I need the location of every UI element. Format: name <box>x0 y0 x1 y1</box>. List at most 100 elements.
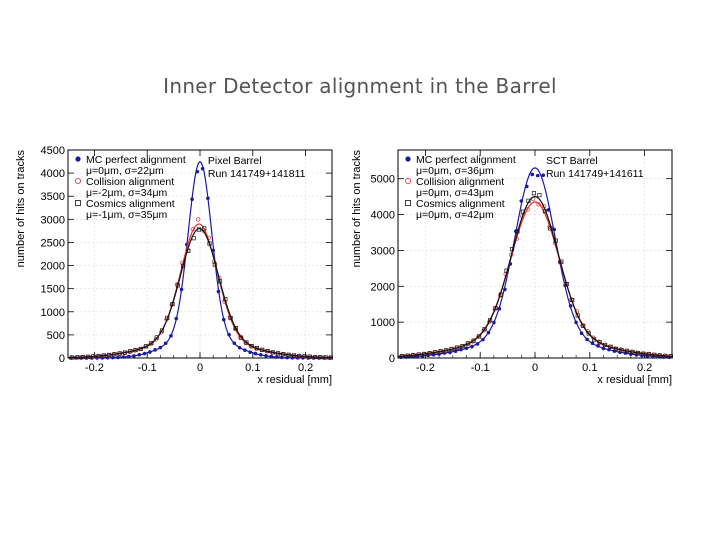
sct-barrel-plot: 0 1000 2000 3000 4000 5000 -0.2 -0.1 0 0.1 0.2x re… <box>352 149 673 386</box>
data-point-cosmics <box>504 268 509 273</box>
y-tick-label: 2000 <box>41 261 65 273</box>
data-point-mc <box>568 304 573 308</box>
data-point-cosmics <box>614 346 619 351</box>
data-point-mc <box>453 349 458 353</box>
data-point-mc <box>280 355 284 360</box>
data-point-mc <box>237 345 242 350</box>
data-point-mc <box>116 355 120 360</box>
data-point-mc <box>195 169 200 174</box>
data-point-cosmics <box>291 353 297 358</box>
data-point-cosmics <box>564 281 569 287</box>
data-point-mc <box>585 337 589 342</box>
data-point-cosmics <box>592 337 597 342</box>
x-tick-label: -0.2 <box>85 362 104 374</box>
data-point-cosmics <box>548 226 553 231</box>
data-point-cosmics <box>488 318 493 323</box>
data-point-cosmics <box>646 352 652 357</box>
data-point-cosmics <box>286 352 291 357</box>
legend-entry-detail: μ=0μm, σ=42μm <box>416 209 494 221</box>
data-point-cosmics <box>244 340 249 345</box>
x-tick-label: -0.2 <box>416 362 435 374</box>
legend-entry-detail: μ=0μm, σ=22μm <box>86 165 164 177</box>
x-axis-label: x residual [mm] <box>597 374 672 386</box>
legend-entry: Cosmics alignment <box>86 198 175 210</box>
y-tick-label: 3500 <box>41 191 65 203</box>
y-tick-label: 500 <box>47 330 65 342</box>
y-tick-label: 1000 <box>41 307 65 319</box>
data-point-mc <box>552 227 556 232</box>
data-point-mc <box>541 173 546 177</box>
y-tick-label: 4000 <box>371 210 395 222</box>
data-point-cosmics <box>86 354 91 359</box>
plot-info-text: Run 141749+141811 <box>208 168 306 180</box>
data-point-mc <box>486 330 491 335</box>
data-point-cosmics <box>477 334 482 339</box>
x-tick-label: 0.1 <box>582 362 597 374</box>
data-point-mc <box>519 199 524 203</box>
data-point-cosmics <box>186 248 191 253</box>
data-point-mc <box>546 208 551 212</box>
data-point-cosmics <box>149 340 154 346</box>
data-point-cosmics <box>559 259 564 264</box>
data-point-cosmics <box>297 353 302 358</box>
legend-entry-detail: μ=-2μm, σ=34μm <box>86 187 167 199</box>
data-point-cosmics <box>493 305 498 311</box>
data-point-cosmics <box>641 351 646 356</box>
data-point-collision <box>536 202 541 207</box>
data-point-mc <box>459 347 463 352</box>
data-point-cosmics <box>313 354 318 360</box>
data-point-cosmics <box>223 297 228 302</box>
data-point-mc <box>142 351 147 356</box>
data-point-mc <box>111 355 115 360</box>
data-point-mc <box>470 344 474 349</box>
data-point-cosmics <box>80 355 85 360</box>
data-point-mc <box>464 346 469 350</box>
data-point-mc <box>535 173 540 178</box>
data-point-cosmics <box>70 355 75 360</box>
data-point-cosmics <box>542 209 547 214</box>
data-point-cosmics <box>75 355 80 360</box>
data-point-cosmics <box>575 313 580 318</box>
x-tick-label: -0.1 <box>471 362 490 374</box>
data-point-collision <box>148 341 153 347</box>
data-point-cosmics <box>553 238 558 243</box>
data-point-cosmics <box>107 352 112 357</box>
data-point-cosmics <box>471 338 476 343</box>
legend-marker <box>75 156 81 162</box>
data-point-cosmics <box>260 347 265 352</box>
data-point-mc <box>574 320 578 325</box>
data-point-cosmics <box>449 346 454 351</box>
data-point-cosmics <box>117 351 122 356</box>
x-tick-label: 0.1 <box>245 362 260 374</box>
data-point-mc <box>264 353 268 358</box>
data-point-mc <box>158 345 163 350</box>
data-point-cosmics <box>96 353 101 359</box>
data-point-mc <box>530 172 535 177</box>
legend-marker <box>75 178 82 185</box>
data-point-cosmics <box>181 263 186 268</box>
fit-curve-square <box>67 228 333 359</box>
data-point-cosmics <box>239 335 244 340</box>
data-point-cosmics <box>276 351 281 356</box>
x-tick-label: 0.2 <box>637 362 652 374</box>
data-point-cosmics <box>302 354 307 359</box>
data-point-mc <box>481 337 485 342</box>
y-tick-label: 4500 <box>41 145 65 157</box>
data-point-cosmics <box>619 348 624 353</box>
data-point-cosmics <box>663 353 668 358</box>
data-point-cosmics <box>233 326 238 331</box>
data-point-cosmics <box>128 349 133 354</box>
data-point-mc <box>248 350 252 354</box>
legend-marker <box>405 156 411 162</box>
legend-entry: Cosmics alignment <box>416 198 505 210</box>
data-point-cosmics <box>170 301 175 307</box>
data-point-mc <box>200 166 205 171</box>
data-point-cosmics <box>455 345 460 350</box>
data-point-mc <box>524 184 529 189</box>
data-point-cosmics <box>405 353 410 358</box>
data-point-cosmics <box>400 354 405 359</box>
data-point-mc <box>221 317 226 322</box>
data-point-cosmics <box>411 353 416 358</box>
y-tick-label: 1500 <box>41 284 65 296</box>
data-point-mc <box>258 352 263 357</box>
